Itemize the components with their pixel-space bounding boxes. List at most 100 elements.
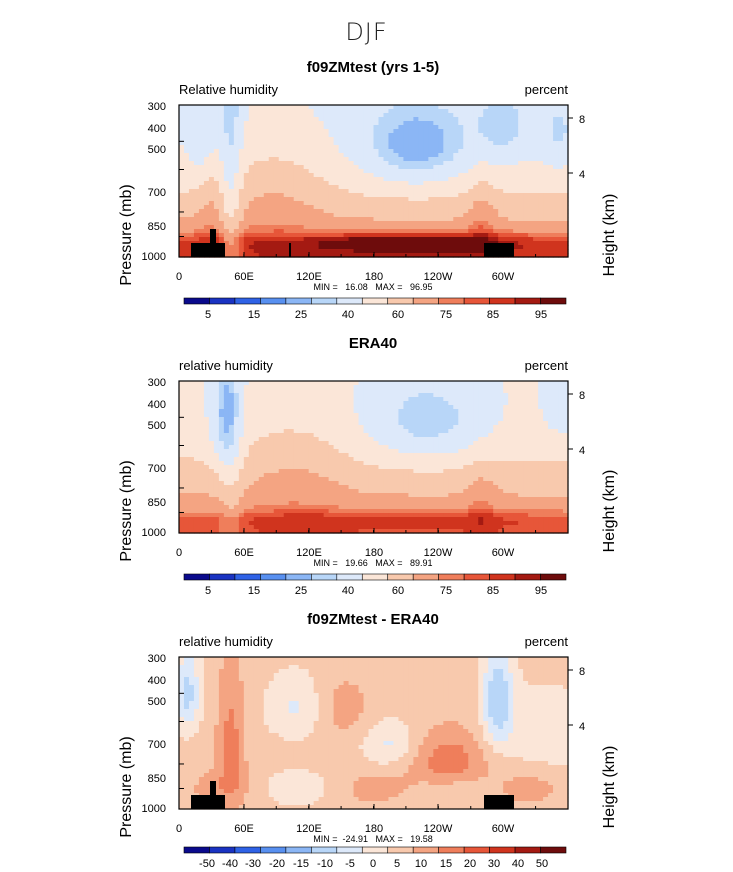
contour-cell [218,465,225,470]
contour-cell [553,409,559,414]
contour-cell [548,117,554,122]
contour-cell [328,381,335,386]
contour-cell [548,469,554,474]
contour-cell [183,225,190,230]
contour-cell [443,453,449,458]
contour-cell [533,113,539,118]
contour-cell [348,217,355,222]
contour-cell [373,461,380,466]
contour-cell [403,393,410,398]
contour-cell [458,181,464,186]
contour-cell [403,433,410,438]
contour-cell [343,113,350,118]
contour-cell [478,137,484,142]
contour-cell [238,441,245,446]
contour-cell [208,161,215,166]
contour-cell [233,165,240,170]
contour-cell [293,109,300,114]
contour-cell [193,429,200,434]
contour-cell [488,217,494,222]
contour-cell [353,109,360,114]
contour-cell [353,393,360,398]
contour-cell [533,385,539,390]
contour-cell [343,465,350,470]
contour-cell [563,221,569,226]
contour-cell [273,445,280,450]
contour-cell [183,105,190,110]
contour-cell [428,409,434,414]
contour-cell [208,421,215,426]
topography-mask [210,229,216,243]
contour-cell [343,397,350,402]
contour-cell [273,401,280,406]
contour-cell [508,389,514,394]
contour-cell [353,421,360,426]
contour-cell [468,445,474,450]
contour-cell [238,385,245,390]
contour-cell [218,237,225,242]
contour-cell [558,381,564,386]
contour-cell [448,393,454,398]
contour-cell [238,177,245,182]
contour-cell [268,445,275,450]
contour-cell [353,189,360,194]
contour-cell [218,445,225,450]
contour-cell [248,429,255,434]
contour-cell [183,177,190,182]
contour-cell [528,141,534,146]
contour-cell [183,401,190,406]
contour-cell [518,429,524,434]
contour-cell [393,197,400,202]
y-tick-label: 700 [148,187,166,199]
contour-cell [418,121,424,126]
contour-cell [338,457,345,462]
contour-cell [213,137,220,142]
contour-cell [283,413,290,418]
contour-cell [483,389,489,394]
contour-cell [198,457,205,462]
contour-cell [368,209,375,214]
contour-cell [523,165,529,170]
contour-cell [423,209,429,214]
contour-cell [283,145,290,150]
contour-cell [448,409,454,414]
contour-cell [453,389,459,394]
contour-cell [548,173,554,178]
contour-cell [508,193,514,198]
contour-cell [518,129,524,134]
contour-cell [188,397,195,402]
contour-cell [413,145,419,150]
contour-cell [233,205,240,210]
contour-cell [358,245,365,250]
contour-cell [468,105,474,110]
contour-cell [398,457,405,462]
contour-cell [383,249,390,254]
contour-cell [478,445,484,450]
contour-cell [258,465,265,470]
contour-cell [563,205,569,210]
contour-cell [283,473,290,478]
contour-cell [473,445,479,450]
contour-cell [503,389,509,394]
contour-cell [543,429,549,434]
contour-cell [343,429,350,434]
contour-cell [323,201,330,206]
contour-cell [543,465,549,470]
contour-cell [378,225,385,230]
contour-cell [258,453,265,458]
contour-cell [553,133,559,138]
contour-cell [328,185,335,190]
contour-cell [338,425,345,430]
contour-cell [273,457,280,462]
contour-cell [328,173,335,178]
contour-cell [278,473,285,478]
contour-cell [493,185,499,190]
contour-cell [518,169,524,174]
contour-cell [258,105,265,110]
contour-cell [198,417,205,422]
contour-cell [203,129,210,134]
contour-cell [268,461,275,466]
contour-cell [328,221,335,226]
contour-cell [533,109,539,114]
contour-cell [248,229,255,234]
